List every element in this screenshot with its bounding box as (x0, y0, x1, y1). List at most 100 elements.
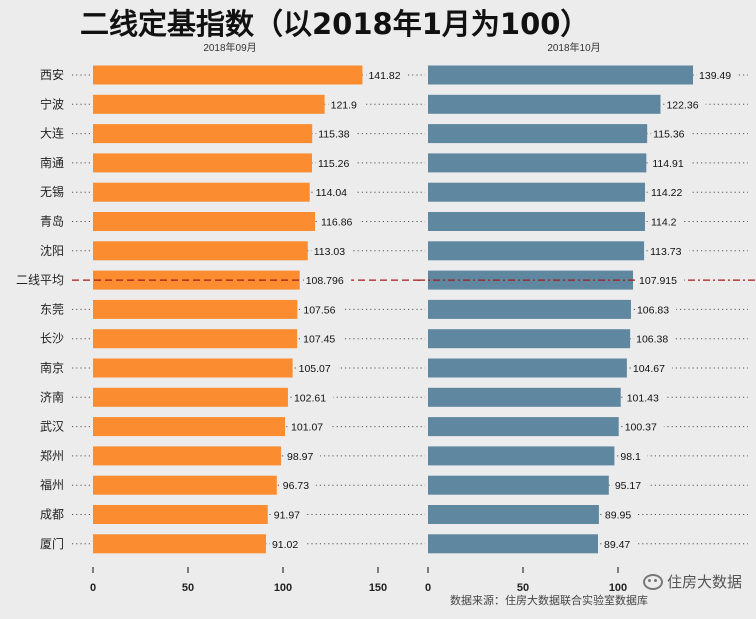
bar (93, 417, 286, 437)
bar (93, 387, 288, 407)
bar (93, 212, 316, 231)
panel-2: 2018年10月 139.49 122.36 115.36 114.91 114.22 11… (418, 41, 756, 594)
bar (428, 417, 619, 437)
value-label: 89.95 (605, 510, 631, 522)
bar (428, 475, 609, 495)
category-label: 二线平均 (16, 273, 64, 287)
category-label: 济南 (40, 389, 64, 404)
value-label-bg (285, 448, 321, 462)
value-label-bg (637, 273, 685, 287)
value-label-bg (311, 243, 353, 257)
value-label-bg (612, 478, 648, 492)
value-label-bg (271, 507, 307, 521)
category-label: 大连 (40, 126, 64, 141)
bar (428, 182, 646, 202)
bar (93, 299, 298, 319)
value-label: 95.17 (615, 480, 641, 492)
value-label-bg (664, 97, 706, 111)
value-label-bg (697, 68, 739, 81)
value-label: 113.03 (314, 246, 345, 258)
value-label-bg (622, 419, 664, 433)
value-label-bg (315, 155, 358, 169)
value-label: 105.07 (299, 363, 331, 375)
value-label-bg (319, 214, 361, 228)
bar (93, 446, 282, 466)
category-label: 长沙 (40, 332, 64, 346)
panel-title: 2018年10月 (547, 41, 600, 54)
category-label: 郑州 (40, 448, 64, 463)
bar (93, 124, 313, 144)
value-label: 107.915 (639, 275, 677, 287)
value-label: 115.26 (318, 158, 349, 170)
category-label: 青岛 (40, 214, 64, 229)
value-label-bg (316, 126, 358, 140)
wechat-icon (642, 573, 663, 590)
value-label: 104.67 (633, 363, 665, 375)
value-label-bg (624, 390, 666, 404)
x-tick-label: 50 (182, 582, 194, 594)
value-label: 107.45 (303, 334, 335, 346)
category-label: 无锡 (40, 184, 64, 199)
bar (428, 446, 615, 466)
chart-title: 二线定基指数（以2018年1月为100） (80, 7, 589, 41)
panel-title: 2018年09月 (203, 41, 256, 54)
bar (428, 241, 645, 261)
value-label-bg (634, 331, 676, 345)
value-label: 98.1 (620, 451, 641, 463)
x-tick-label: 100 (274, 582, 292, 594)
value-label-bg (328, 97, 364, 111)
x-tick-label: 0 (90, 582, 96, 594)
value-label: 114.04 (316, 187, 347, 199)
bar (428, 124, 648, 144)
category-label: 西安 (40, 67, 64, 82)
value-label-bg (648, 214, 684, 228)
value-label: 106.83 (637, 304, 669, 316)
value-label-bg (296, 361, 338, 374)
bar (428, 387, 621, 407)
bar (428, 358, 627, 378)
value-label: 108.796 (306, 275, 344, 287)
value-label: 91.97 (274, 510, 300, 522)
value-label-bg (602, 507, 638, 521)
x-tick-label: 0 (425, 582, 431, 594)
bar (93, 182, 310, 202)
category-label: 南京 (40, 360, 64, 375)
value-label-bg (618, 448, 648, 462)
value-label: 116.86 (321, 217, 352, 229)
value-label-bg (651, 126, 693, 140)
value-label: 101.43 (627, 392, 659, 404)
bar (428, 153, 647, 173)
value-label-bg (634, 302, 677, 316)
bar (428, 505, 599, 524)
value-label-bg (650, 155, 692, 169)
value-label: 113.73 (650, 246, 681, 258)
value-label-bg (649, 185, 691, 199)
category-label: 成都 (40, 508, 64, 522)
value-label: 100.37 (625, 422, 657, 434)
value-label-bg (630, 361, 673, 374)
value-label: 115.36 (653, 129, 684, 141)
bar (428, 329, 631, 349)
value-label: 89.47 (604, 539, 630, 551)
bar (93, 475, 277, 495)
bar (93, 358, 293, 378)
category-label: 沈阳 (40, 243, 64, 258)
value-label-bg (289, 419, 331, 433)
value-label-bg (301, 302, 343, 316)
value-label-bg (601, 536, 637, 550)
x-tick-label: 100 (609, 582, 627, 594)
bar (93, 241, 308, 261)
category-label: 武汉 (40, 420, 64, 434)
bar (428, 299, 631, 319)
category-label: 福州 (40, 477, 64, 492)
bar (428, 65, 694, 85)
value-label: 114.91 (652, 158, 683, 170)
value-label-bg (301, 331, 343, 345)
value-label: 141.82 (368, 70, 400, 82)
value-label: 102.61 (294, 392, 326, 404)
bar (428, 270, 634, 290)
watermark-text: 住房大数据 (666, 573, 742, 591)
value-label: 107.56 (303, 304, 335, 316)
